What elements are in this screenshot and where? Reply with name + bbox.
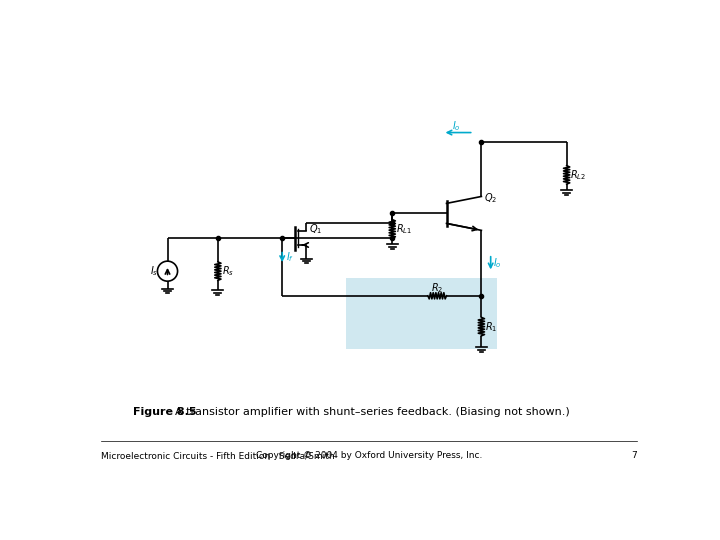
- Text: $R_{L2}$: $R_{L2}$: [570, 168, 587, 182]
- FancyBboxPatch shape: [346, 278, 497, 349]
- Text: Figure 8.5: Figure 8.5: [132, 407, 196, 417]
- Text: $R_s$: $R_s$: [222, 264, 234, 278]
- Text: $R_1$: $R_1$: [485, 320, 498, 334]
- Text: Copyright © 2004 by Oxford University Press, Inc.: Copyright © 2004 by Oxford University Pr…: [256, 451, 482, 460]
- Text: A transistor amplifier with shunt–series feedback. (Biasing not shown.): A transistor amplifier with shunt–series…: [168, 407, 570, 417]
- Text: Microelectronic Circuits - Fifth Edition   Sedra/Smith: Microelectronic Circuits - Fifth Edition…: [101, 451, 335, 460]
- Text: 7: 7: [631, 451, 637, 460]
- Text: $I_o$: $I_o$: [452, 119, 461, 133]
- Text: $Q_2$: $Q_2$: [484, 191, 497, 205]
- Text: $I_s$: $I_s$: [150, 264, 158, 278]
- Text: $R_{L1}$: $R_{L1}$: [396, 222, 413, 235]
- Text: $I_o$: $I_o$: [493, 256, 502, 270]
- Text: $R_2$: $R_2$: [431, 281, 444, 295]
- Text: $I_f$: $I_f$: [286, 251, 294, 264]
- Text: $Q_1$: $Q_1$: [309, 222, 322, 235]
